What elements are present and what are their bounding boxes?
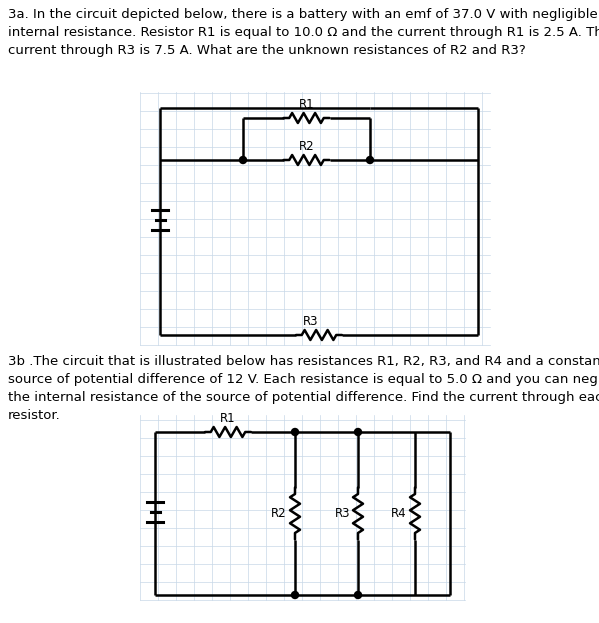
Circle shape	[367, 156, 374, 163]
Text: R4: R4	[391, 507, 407, 520]
Text: 3a. In the circuit depicted below, there is a battery with an emf of 37.0 V with: 3a. In the circuit depicted below, there…	[8, 8, 599, 57]
Circle shape	[355, 429, 362, 435]
Text: R2: R2	[271, 507, 287, 520]
Circle shape	[292, 429, 298, 435]
Text: R3: R3	[303, 315, 319, 328]
Text: R2: R2	[299, 140, 314, 153]
Circle shape	[355, 591, 362, 599]
Circle shape	[292, 591, 298, 599]
Circle shape	[240, 156, 247, 163]
Text: R3: R3	[334, 507, 350, 520]
Text: R1: R1	[299, 98, 314, 111]
Text: R1: R1	[220, 412, 236, 425]
Text: 3b .The circuit that is illustrated below has resistances R1, R2, R3, and R4 and: 3b .The circuit that is illustrated belo…	[8, 355, 599, 422]
